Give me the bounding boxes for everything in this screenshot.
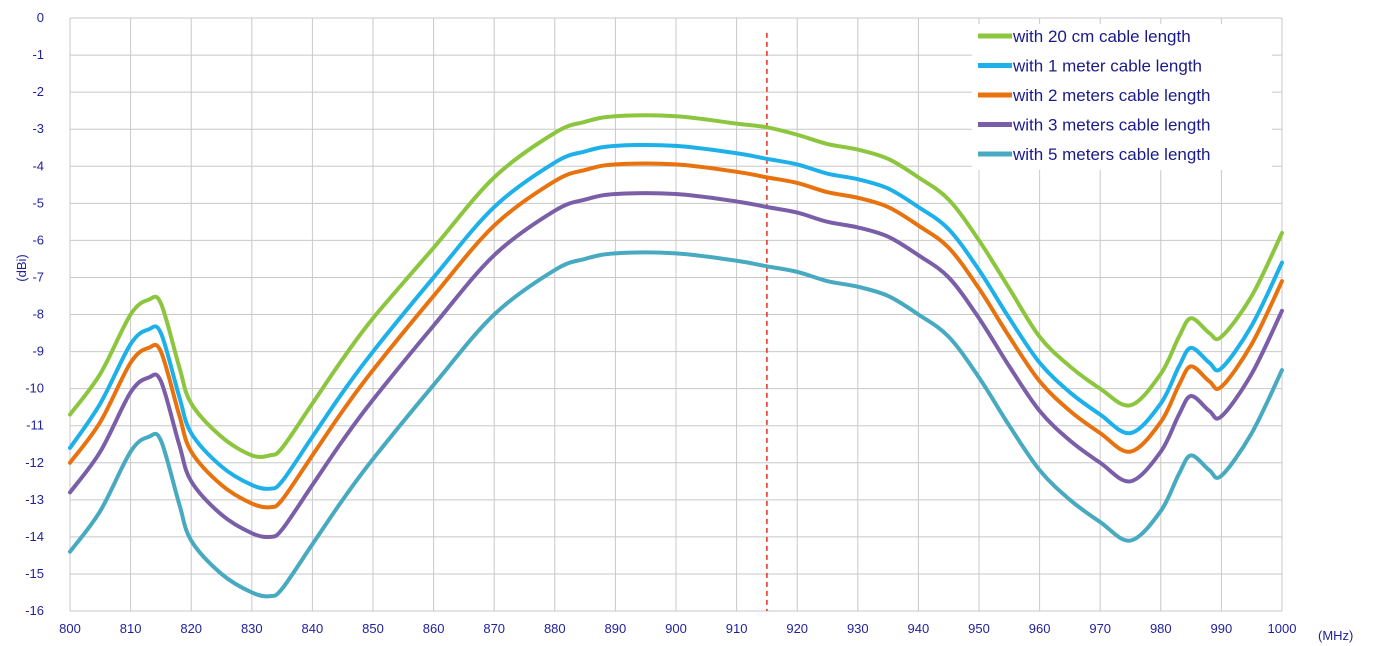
y-tick-label: -13 [25,492,44,507]
legend-entry: with 2 meters cable length [1012,86,1211,105]
x-tick-label: 890 [605,621,627,636]
y-tick-label: -3 [32,121,44,136]
x-tick-label: 1000 [1268,621,1297,636]
y-tick-labels: 0 -1 -2 -3 -4 -5 -6 -7 -8 -9 -10 -11 -12 -13 -14 -15 -16 [25,10,44,618]
series-line-3 [68,161,1284,510]
legend-background [972,24,1272,170]
x-axis-label: (MHz) [1318,628,1353,643]
x-tick-label: 840 [302,621,324,636]
y-tick-label: -12 [25,455,44,470]
x-tick-label: 900 [665,621,687,636]
x-tick-label: 880 [544,621,566,636]
series-line-5 [68,250,1284,599]
y-tick-label: 0 [37,10,44,25]
x-tick-label: 970 [1089,621,1111,636]
y-tick-label: -11 [26,418,44,433]
y-tick-label: -14 [25,529,44,544]
y-tick-label: -15 [25,566,44,581]
y-axis-label: (dBi) [14,254,29,281]
y-tick-label: -4 [32,158,44,173]
x-tick-label: 870 [483,621,505,636]
x-tick-labels: 800 810 820 830 840 850 860 870 880 890 900 910 920 9… [59,621,1296,636]
y-tick-label: -6 [32,232,44,247]
y-tick-label: -7 [32,269,44,284]
x-tick-label: 810 [120,621,142,636]
y-tick-label: -10 [25,381,44,396]
x-tick-label: 940 [908,621,930,636]
x-tick-label: 910 [726,621,748,636]
legend-entry: with 20 cm cable length [1012,27,1191,46]
y-tick-label: -1 [32,47,44,62]
x-tick-label: 960 [1029,621,1051,636]
y-tick-label: -2 [32,84,44,99]
legend-entry: with 5 meters cable length [1012,145,1211,164]
legend-entry: with 1 meter cable length [1012,57,1202,76]
x-tick-label: 950 [968,621,990,636]
y-tick-label: -9 [32,344,44,359]
series-layer [68,113,1284,599]
series-line-4 [68,191,1284,540]
x-tick-label: 820 [180,621,202,636]
x-tick-label: 980 [1150,621,1172,636]
legend-entry: with 3 meters cable length [1012,116,1211,135]
y-tick-label: -8 [32,307,44,322]
y-tick-label: -5 [32,195,44,210]
y-tick-label: -16 [25,603,44,618]
x-tick-label: 920 [786,621,808,636]
series-line-1 [68,113,1284,460]
x-tick-label: 990 [1211,621,1233,636]
x-tick-label: 850 [362,621,384,636]
x-tick-label: 800 [59,621,81,636]
series-line-2 [68,143,1284,491]
x-tick-label: 930 [847,621,869,636]
legend: with 20 cm cable length with 1 meter cabl… [972,24,1272,170]
x-tick-label: 860 [423,621,445,636]
x-tick-label: 830 [241,621,263,636]
